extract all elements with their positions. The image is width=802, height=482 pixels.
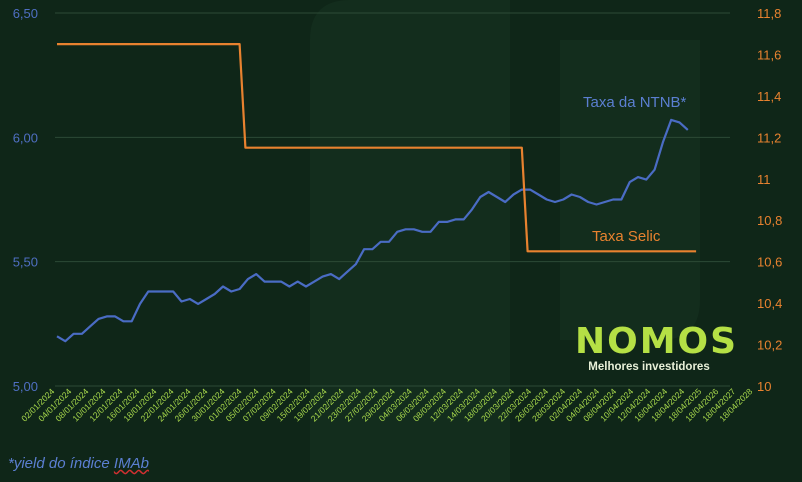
y-right-tick-label: 10,8 (757, 213, 782, 228)
y-right-tick-label: 11,4 (757, 89, 781, 104)
series-label-ntnb: Taxa da NTNB* (583, 94, 687, 111)
series-label-selic: Taxa Selic (592, 228, 661, 245)
series-line-selic (57, 43, 697, 253)
logo-tagline: Melhores investidores (588, 361, 710, 373)
y-right-tick-label: 11,6 (757, 47, 781, 62)
y-right-tick-label: 11,8 (757, 6, 781, 21)
y-left-tick-label: 5,50 (13, 255, 38, 270)
y-axis-right: 10 10,2 10,4 10,6 10,8 11 11,2 11,4 11,6 11,8 (757, 6, 782, 394)
series-line-ntnb (56, 118, 689, 343)
nomos-logo: NOMOS Melhores investidores (575, 321, 739, 374)
y-right-tick-label: 10,4 (757, 296, 782, 311)
y-right-tick-label: 10,6 (757, 255, 782, 270)
y-right-tick-label: 10,2 (757, 338, 782, 353)
y-right-tick-label: 10 (757, 379, 771, 394)
y-left-tick-label: 6,00 (13, 130, 38, 145)
footnote-underlined: IMAb (113, 455, 149, 472)
y-left-tick-label: 5,00 (13, 379, 38, 394)
y-right-tick-label: 11,2 (757, 130, 781, 145)
series-lines (56, 43, 697, 343)
y-left-tick-label: 6,50 (13, 6, 38, 21)
grid-lines (55, 12, 730, 387)
watermark-shape (310, 0, 700, 482)
y-axis-left: 5,00 5,50 6,00 6,50 (13, 6, 38, 394)
logo-wordmark: NOMOS (575, 321, 739, 362)
y-right-tick-label: 11 (757, 172, 771, 187)
footnote: *yield do índice IMAb (8, 455, 149, 472)
footnote-prefix: *yield do índice (8, 455, 114, 472)
